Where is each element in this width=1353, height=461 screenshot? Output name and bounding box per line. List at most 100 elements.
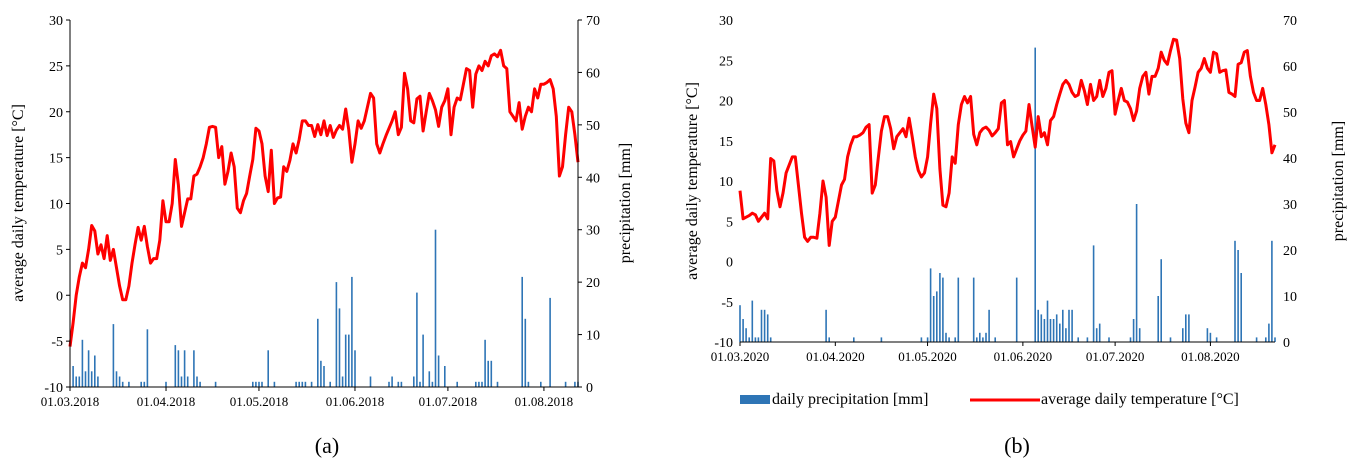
precip-bar [1077, 337, 1079, 342]
y2-axis-label: precipitation [mm] [617, 143, 634, 263]
y-tick-label: 15 [719, 135, 733, 150]
panel-label-b: (b) [1004, 433, 1030, 458]
precip-bar [828, 337, 830, 342]
precip-bar [1052, 319, 1055, 342]
precip-bar [391, 376, 393, 387]
precip-bar [295, 381, 297, 387]
precip-bar [1240, 273, 1242, 342]
precip-bar [745, 328, 747, 342]
precip-bar [920, 337, 923, 342]
precip-bar [957, 277, 960, 342]
y-tick-label: -5 [721, 296, 733, 311]
precip-bar [301, 381, 304, 387]
precip-bar [400, 381, 403, 387]
plot-area [70, 20, 578, 387]
precip-bar [496, 381, 499, 387]
y-ticks-left: -10 -5 0 5 10 15 20 25 30 [44, 14, 70, 396]
precip-bar [78, 376, 81, 387]
precip-bar [751, 300, 754, 342]
precip-bar [1157, 296, 1159, 342]
precip-bar [994, 337, 996, 342]
x-tick-label: 01.03.2018 [41, 394, 100, 409]
y-tick-label: -10 [44, 381, 63, 396]
precip-bar [121, 381, 124, 387]
precip-bar [1138, 328, 1141, 342]
precip-bar [397, 381, 400, 387]
precip-bars [72, 229, 579, 387]
legend: daily precipitation [mm] average daily t… [740, 391, 1239, 408]
y-tick-label: 0 [56, 289, 63, 304]
precip-bar [177, 350, 180, 387]
precip-bar [72, 366, 74, 387]
y-tick-label: -10 [714, 336, 733, 351]
precip-bar [320, 360, 322, 387]
precip-bar [94, 355, 96, 387]
precip-bar [939, 273, 941, 342]
y2-tick-label: 50 [1283, 106, 1297, 121]
y-tick-label: 30 [719, 14, 733, 29]
y-tick-label: 5 [726, 215, 733, 230]
precip-bar [549, 297, 551, 387]
precip-bar [521, 276, 523, 387]
precip-bar [174, 345, 177, 387]
precip-bar [338, 308, 341, 387]
y2-tick-label: 50 [586, 119, 600, 134]
precip-bar [348, 334, 350, 387]
y2-tick-label: 30 [1283, 198, 1297, 213]
precip-bar [1206, 328, 1209, 342]
precip-bar [444, 366, 446, 387]
precip-bar [84, 371, 87, 387]
precip-bar [1135, 204, 1138, 342]
precip-bar [1034, 47, 1036, 342]
y-tick-label: 15 [49, 152, 63, 167]
x-tick-label: 01.07.2020 [1086, 349, 1145, 364]
precip-bar [196, 376, 198, 387]
x-ticks: 01.03.2018 01.04.2018 01.05.2018 01.06.2018… [41, 387, 573, 409]
precip-bar [112, 324, 115, 387]
precip-bar [1209, 332, 1212, 342]
y-tick-label: 30 [49, 14, 63, 29]
y2-axis-label: precipitation [mm] [1330, 121, 1347, 241]
precip-bar [1255, 337, 1258, 342]
temperature-line [68, 48, 580, 347]
precip-bar [945, 332, 947, 342]
precip-bar [481, 381, 483, 387]
precip-bar [214, 381, 217, 387]
precip-bar [766, 314, 769, 342]
x-ticks: 01.03.2020 01.04.2020 01.05.2020 01.06.2020… [711, 342, 1240, 364]
precip-bar [475, 381, 477, 387]
precip-bar [1265, 337, 1267, 342]
precip-bar [456, 381, 458, 387]
precip-bar [329, 381, 331, 387]
plot-area [740, 20, 1275, 342]
precip-bar [422, 334, 424, 387]
precip-bar [419, 381, 421, 387]
precip-bar [1062, 309, 1064, 342]
precip-bar [1188, 314, 1190, 342]
precip-bar [929, 268, 932, 342]
y-ticks-right: 0 10 20 30 40 50 60 70 [578, 14, 600, 396]
y-tick-label: -5 [51, 335, 63, 350]
y-tick-label: 10 [49, 198, 63, 213]
y-axis-label: average daily temperature [°C] [684, 82, 701, 280]
y2-tick-label: 10 [586, 329, 600, 344]
precip-bar [186, 376, 189, 387]
precip-bar [437, 355, 440, 387]
precip-bar [926, 337, 929, 342]
precip-bar [1160, 259, 1162, 342]
precip-bar [90, 371, 93, 387]
precip-bar [388, 381, 390, 387]
y2-tick-label: 70 [1283, 14, 1297, 29]
precip-bar [1068, 309, 1070, 342]
precip-bar [298, 381, 300, 387]
precip-bar [1059, 323, 1061, 342]
precip-bar [1037, 309, 1039, 342]
x-tick-label: 01.06.2018 [326, 394, 385, 409]
precip-bar [1234, 240, 1236, 342]
precip-bar [267, 350, 269, 387]
precip-bar [739, 305, 741, 342]
precip-bar [748, 337, 750, 342]
precip-bar [1015, 277, 1018, 342]
precip-bar [742, 319, 744, 342]
precip-bar [948, 337, 950, 342]
